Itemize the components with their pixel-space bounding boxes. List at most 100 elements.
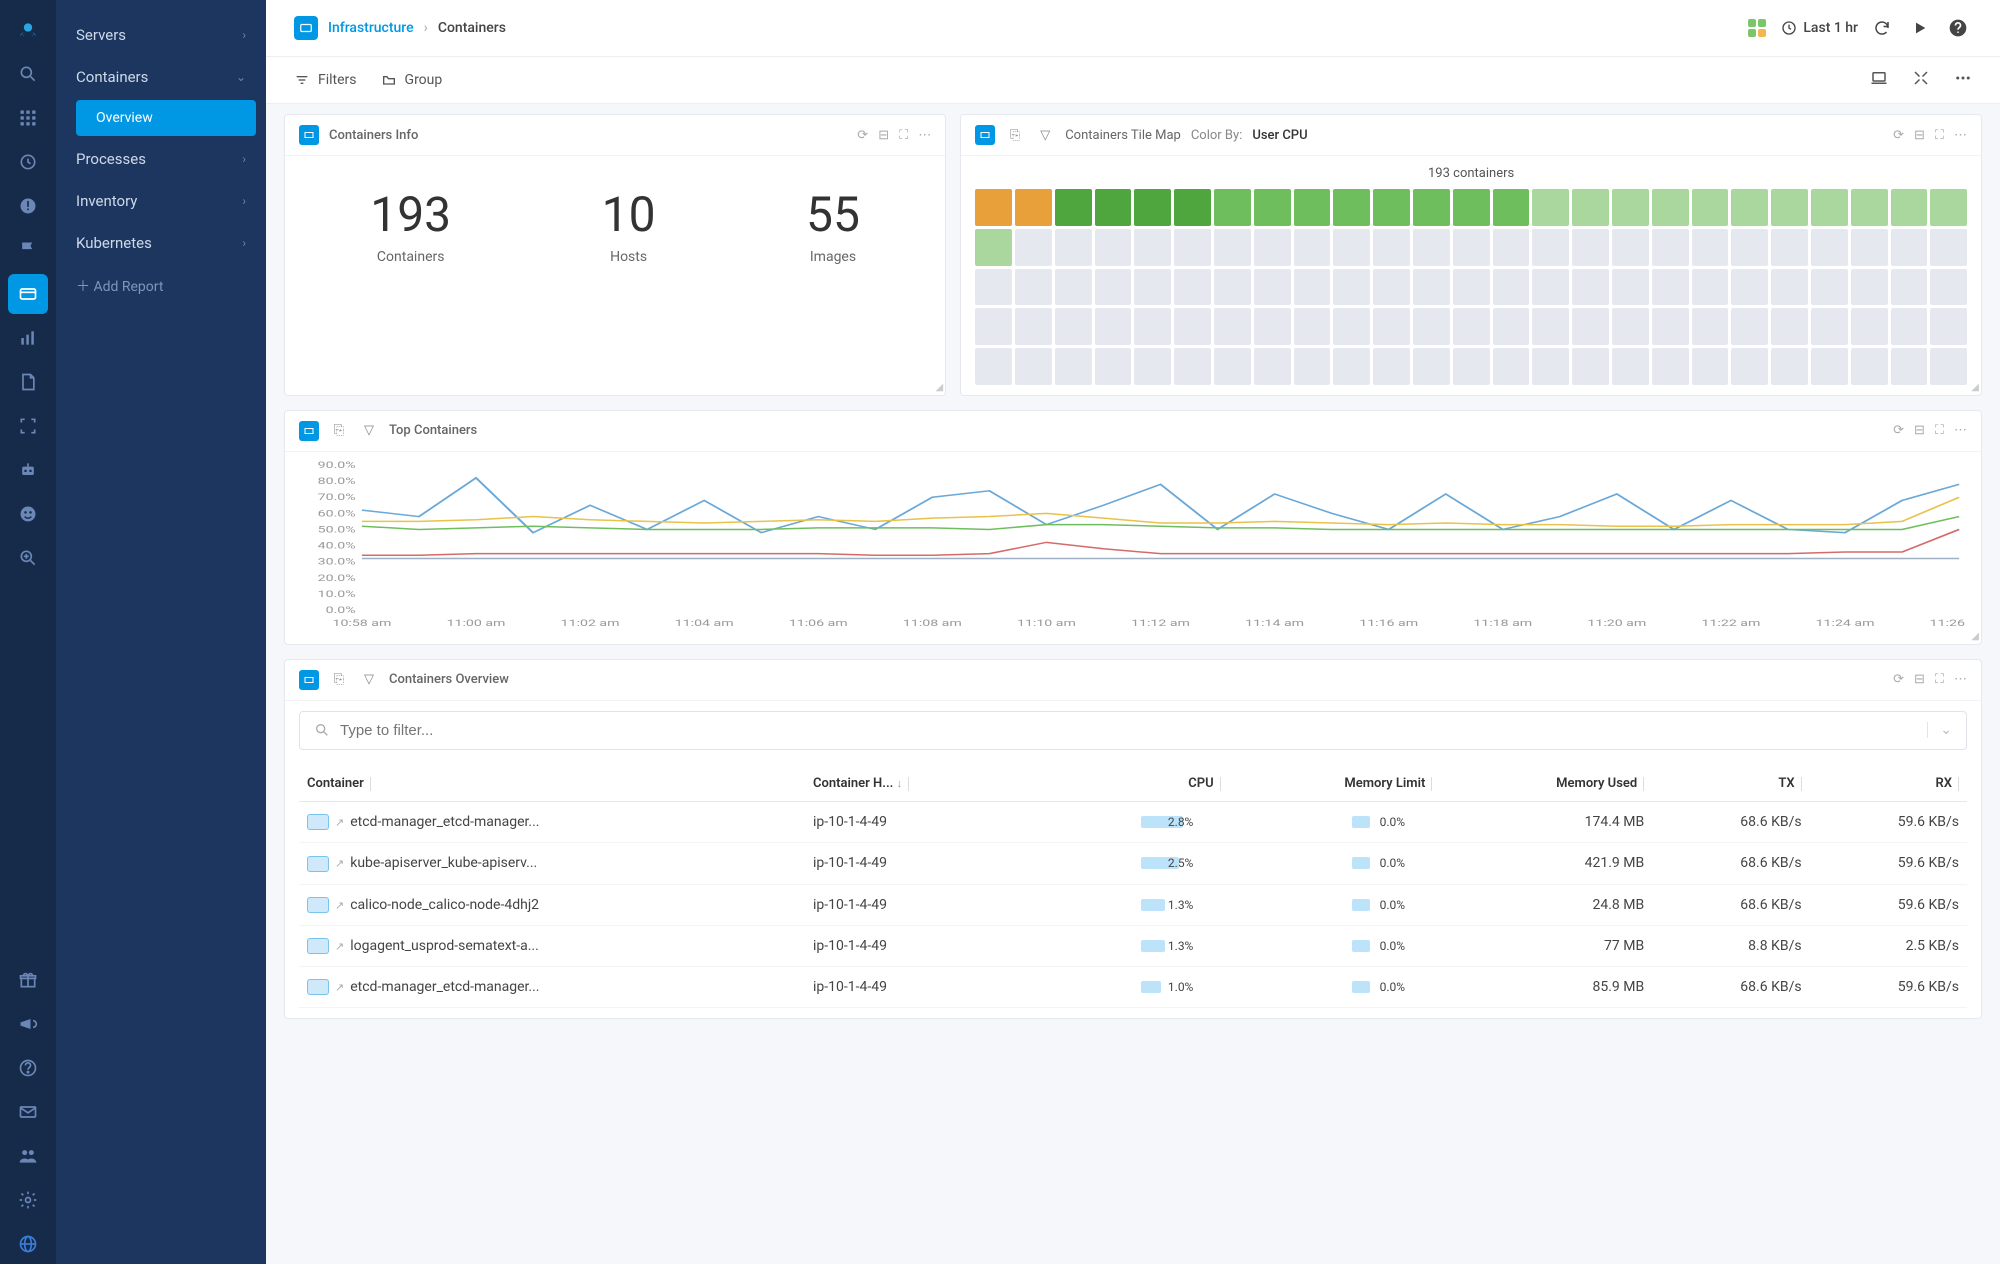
tile[interactable] (1294, 229, 1331, 266)
color-by-value[interactable]: User CPU (1252, 128, 1307, 143)
table-header[interactable]: CPU (1033, 766, 1228, 802)
tile[interactable] (1373, 269, 1410, 306)
tile[interactable] (1771, 189, 1808, 226)
minimize-panel-icon[interactable]: ⊟ (878, 128, 889, 143)
tile[interactable] (1930, 269, 1967, 306)
tile[interactable] (1692, 229, 1729, 266)
tile[interactable] (1891, 269, 1928, 306)
more-panel-icon[interactable]: ⋯ (1954, 672, 1967, 687)
tile[interactable] (1572, 308, 1609, 345)
tile[interactable] (1930, 229, 1967, 266)
refresh-panel-icon[interactable]: ⟳ (1893, 672, 1904, 687)
tile[interactable] (1930, 308, 1967, 345)
more-icon[interactable] (1954, 69, 1972, 91)
explore-icon[interactable] (8, 538, 48, 578)
tile[interactable] (1055, 229, 1092, 266)
tile[interactable] (1612, 269, 1649, 306)
tile[interactable] (1692, 189, 1729, 226)
panel-drag-icon[interactable] (975, 125, 995, 145)
panel-filter-icon[interactable]: ▽ (359, 421, 379, 441)
tile[interactable] (1095, 308, 1132, 345)
tile[interactable] (1174, 189, 1211, 226)
breadcrumb-link[interactable]: Infrastructure (328, 20, 414, 36)
tile[interactable] (1453, 269, 1490, 306)
tile[interactable] (1771, 229, 1808, 266)
gift-icon[interactable] (8, 960, 48, 1000)
gear-icon[interactable] (8, 1180, 48, 1220)
tile[interactable] (1413, 269, 1450, 306)
tile[interactable] (1891, 229, 1928, 266)
tile[interactable] (1413, 308, 1450, 345)
tile[interactable] (1214, 269, 1251, 306)
fullscreen-panel-icon[interactable]: ⛶ (1935, 128, 1944, 143)
tile[interactable] (1333, 269, 1370, 306)
expand-row-icon[interactable]: ↗ (335, 981, 344, 994)
robot-icon[interactable] (8, 450, 48, 490)
tile[interactable] (1055, 269, 1092, 306)
filter-dropdown-icon[interactable]: ⌄ (1927, 722, 1952, 738)
tile[interactable] (1851, 229, 1888, 266)
tile[interactable] (1493, 229, 1530, 266)
tile[interactable] (1771, 348, 1808, 385)
nav-subitem[interactable]: Overview (76, 100, 256, 136)
tile[interactable] (1254, 348, 1291, 385)
tile[interactable] (1493, 308, 1530, 345)
tile[interactable] (1413, 189, 1450, 226)
search-icon[interactable] (8, 54, 48, 94)
add-report-button[interactable]: ＋ Add Report (56, 264, 266, 308)
tile[interactable] (975, 308, 1012, 345)
tile[interactable] (1572, 189, 1609, 226)
refresh-icon[interactable] (1868, 14, 1896, 42)
tile[interactable] (1134, 269, 1171, 306)
mail-icon[interactable] (8, 1092, 48, 1132)
play-icon[interactable] (1906, 14, 1934, 42)
tile[interactable] (1851, 308, 1888, 345)
tile[interactable] (975, 348, 1012, 385)
tile[interactable] (1015, 229, 1052, 266)
face-icon[interactable] (8, 494, 48, 534)
tile[interactable] (1851, 269, 1888, 306)
tile[interactable] (1254, 269, 1291, 306)
expand-row-icon[interactable]: ↗ (335, 940, 344, 953)
refresh-panel-icon[interactable]: ⟳ (857, 128, 868, 143)
chart-icon[interactable] (8, 318, 48, 358)
tile[interactable] (1692, 269, 1729, 306)
more-panel-icon[interactable]: ⋯ (1954, 128, 1967, 143)
tile[interactable] (1572, 269, 1609, 306)
tile[interactable] (1095, 348, 1132, 385)
tile[interactable] (1015, 189, 1052, 226)
tile[interactable] (1851, 189, 1888, 226)
help-topbar-icon[interactable] (1944, 14, 1972, 42)
tile[interactable] (1572, 229, 1609, 266)
panel-link-icon[interactable]: ⎘ (329, 421, 349, 441)
nav-item[interactable]: Kubernetes› (56, 222, 266, 264)
filters-button[interactable]: Filters (294, 72, 357, 88)
tile[interactable] (1692, 348, 1729, 385)
expand-icon[interactable] (1912, 69, 1930, 91)
tile[interactable] (1254, 229, 1291, 266)
tile[interactable] (1811, 229, 1848, 266)
tile[interactable] (1652, 229, 1689, 266)
tile[interactable] (1055, 348, 1092, 385)
tile[interactable] (1254, 308, 1291, 345)
tile[interactable] (1333, 189, 1370, 226)
tile[interactable] (1373, 308, 1410, 345)
grid-icon[interactable] (8, 98, 48, 138)
globe-icon[interactable] (8, 1224, 48, 1264)
tile[interactable] (1254, 189, 1291, 226)
expand-row-icon[interactable]: ↗ (335, 857, 344, 870)
tile[interactable] (1532, 189, 1569, 226)
refresh-panel-icon[interactable]: ⟳ (1893, 128, 1904, 143)
tile[interactable] (1453, 189, 1490, 226)
tile[interactable] (1731, 348, 1768, 385)
tile[interactable] (1612, 189, 1649, 226)
tile[interactable] (1532, 229, 1569, 266)
tile[interactable] (1015, 348, 1052, 385)
tile[interactable] (1572, 348, 1609, 385)
tile[interactable] (1731, 229, 1768, 266)
tile[interactable] (1891, 189, 1928, 226)
infrastructure-icon[interactable] (8, 274, 48, 314)
apps-icon[interactable] (1743, 14, 1771, 42)
megaphone-icon[interactable] (8, 1004, 48, 1044)
tile[interactable] (1095, 229, 1132, 266)
